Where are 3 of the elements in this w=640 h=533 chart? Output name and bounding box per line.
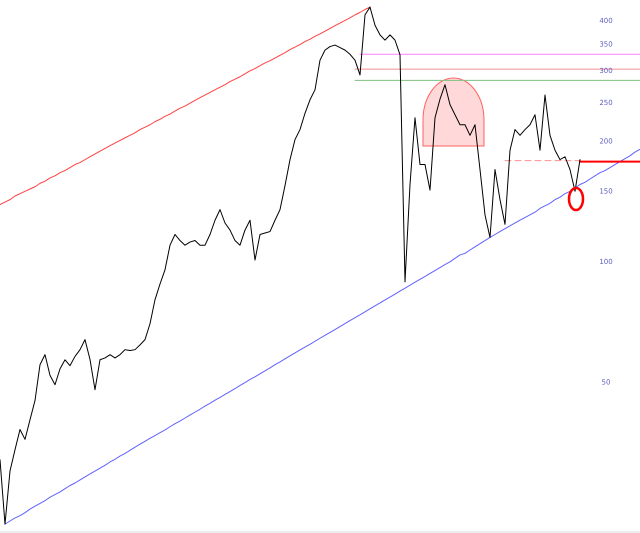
line-series [0,6,580,525]
line-series [0,6,370,206]
line-series [4,148,640,525]
